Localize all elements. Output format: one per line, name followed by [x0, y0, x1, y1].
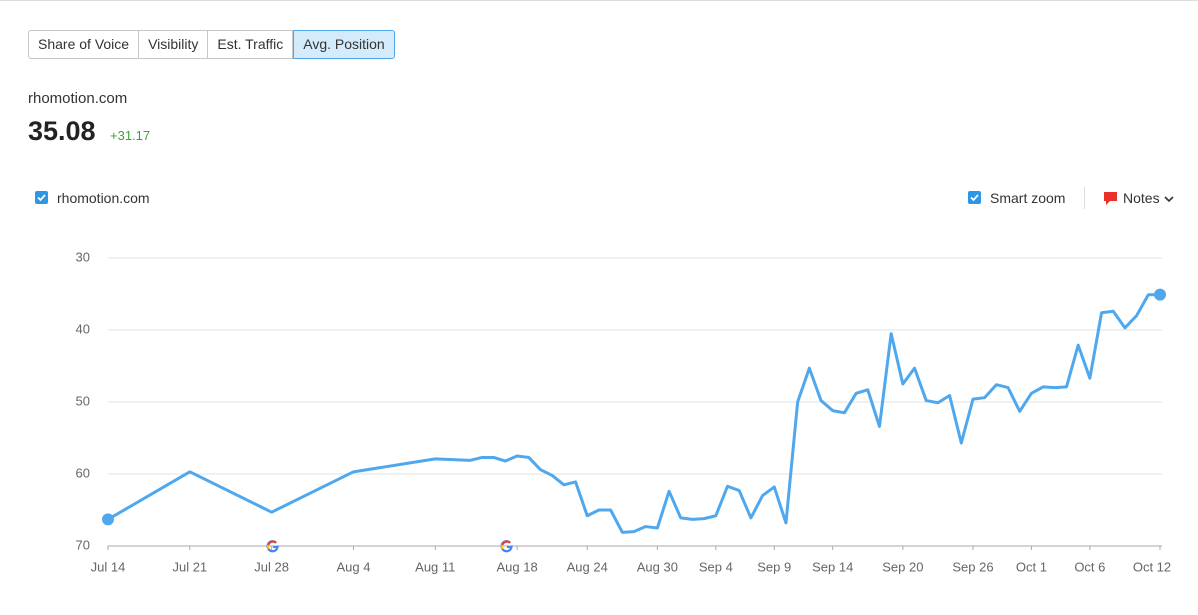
tab[interactable]: Share of Voice	[28, 30, 140, 59]
notes-icon[interactable]	[1103, 191, 1119, 206]
tab[interactable]: Avg. Position	[293, 30, 395, 59]
legend-checkbox[interactable]	[35, 191, 48, 204]
x-tick-label: Sep 4	[699, 559, 733, 574]
notes-chevron[interactable]	[1164, 195, 1174, 203]
tab[interactable]: Est. Traffic	[208, 30, 294, 59]
x-tick-label: Jul 21	[172, 559, 207, 574]
x-tick-label: Sep 20	[882, 559, 923, 574]
notes-label[interactable]: Notes	[1123, 190, 1160, 206]
x-tick-label: Sep 26	[952, 559, 993, 574]
x-tick-label: Sep 9	[757, 559, 791, 574]
end-point	[102, 513, 114, 526]
top-border	[0, 0, 1198, 1]
y-tick-label: 70	[76, 537, 90, 552]
x-tick-label: Sep 14	[812, 559, 853, 574]
y-tick-label: 40	[76, 321, 90, 336]
metric-value: 35.08	[28, 116, 96, 146]
divider	[1084, 187, 1085, 209]
domain-label: rhomotion.com	[28, 90, 128, 107]
x-tick-label: Jul 28	[254, 559, 289, 574]
smart-zoom-label[interactable]: Smart zoom	[990, 190, 1066, 206]
x-tick-label: Oct 12	[1133, 559, 1171, 574]
y-tick-label: 60	[76, 465, 90, 480]
series-line	[107, 293, 1161, 534]
google-update-icon	[266, 540, 279, 553]
x-tick-label: Oct 6	[1074, 559, 1105, 574]
x-tick-label: Oct 1	[1016, 559, 1047, 574]
x-tick-label: Aug 18	[497, 559, 538, 574]
x-tick-label: Aug 11	[415, 559, 455, 574]
metric-change: +31.17	[110, 128, 151, 143]
google-update-icon	[500, 540, 513, 553]
y-tick-label: 50	[76, 393, 90, 408]
legend-label[interactable]: rhomotion.com	[57, 190, 150, 206]
x-tick-label: Aug 24	[567, 559, 608, 574]
smart-zoom-checkbox[interactable]	[968, 191, 981, 204]
end-point	[1154, 288, 1166, 301]
x-tick-label: Jul 14	[91, 559, 126, 574]
tab[interactable]: Visibility	[139, 30, 209, 59]
x-tick-label: Aug 30	[637, 559, 678, 574]
y-tick-label: 30	[76, 249, 90, 264]
tab-bar: Share of Voice Visibility Est. Traffic Avg.…	[28, 30, 395, 59]
x-tick-label: Aug 4	[336, 559, 370, 574]
